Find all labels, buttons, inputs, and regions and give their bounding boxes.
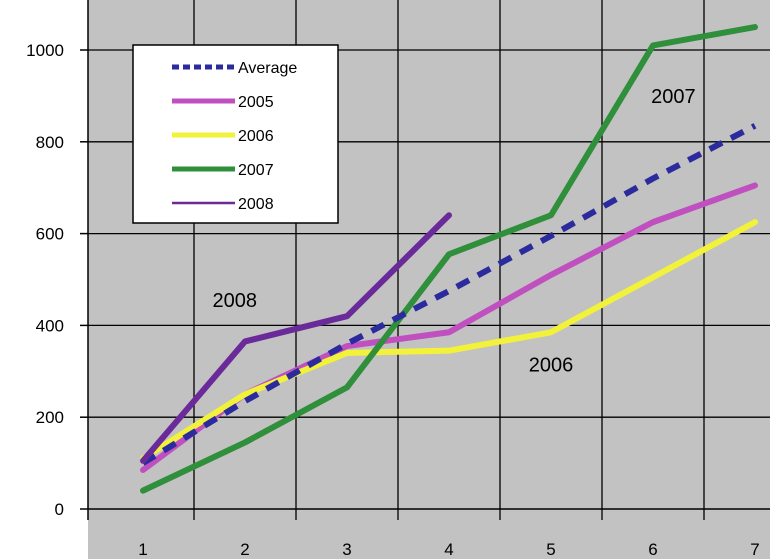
legend: Average 2005 2006 2007 2008 xyxy=(132,44,339,224)
legend-label: 2006 xyxy=(238,128,274,145)
y-tick-labels: 0 200 400 600 800 1000 xyxy=(26,41,88,519)
y-tick-label: 400 xyxy=(36,316,64,335)
y-tick-label: 0 xyxy=(55,500,64,519)
series-line-2006 xyxy=(140,219,758,462)
series-lines xyxy=(140,24,758,494)
series-line-2008 xyxy=(140,212,452,464)
x-tick-label: 5 xyxy=(546,540,555,559)
series-annotation: 2006 xyxy=(529,354,574,376)
y-tick-label: 1000 xyxy=(26,41,64,60)
legend-label: 2005 xyxy=(238,94,274,111)
x-tick-label: 3 xyxy=(342,540,351,559)
x-tick-label: 7 xyxy=(750,540,759,559)
legend-box xyxy=(132,44,339,224)
legend-label: 2007 xyxy=(238,162,274,179)
series-annotation: 2008 xyxy=(213,290,258,312)
series-line-2007 xyxy=(140,24,758,494)
x-tick-label: 2 xyxy=(240,540,249,559)
y-tick-label: 600 xyxy=(36,225,64,244)
series-annotations: 2008 2007 2006 xyxy=(213,86,696,377)
y-tick-label: 200 xyxy=(36,408,64,427)
legend-label: Average xyxy=(238,60,297,77)
y-tick-label: 800 xyxy=(36,133,64,152)
x-tick-label: 1 xyxy=(138,540,147,559)
series-line-average xyxy=(141,123,757,466)
series-annotation: 2007 xyxy=(651,86,696,108)
x-tick-labels: 1 2 3 4 5 6 7 xyxy=(138,540,759,559)
legend-label: 2008 xyxy=(238,196,274,213)
x-tick-label: 6 xyxy=(648,540,657,559)
x-tick-label: 4 xyxy=(444,540,453,559)
